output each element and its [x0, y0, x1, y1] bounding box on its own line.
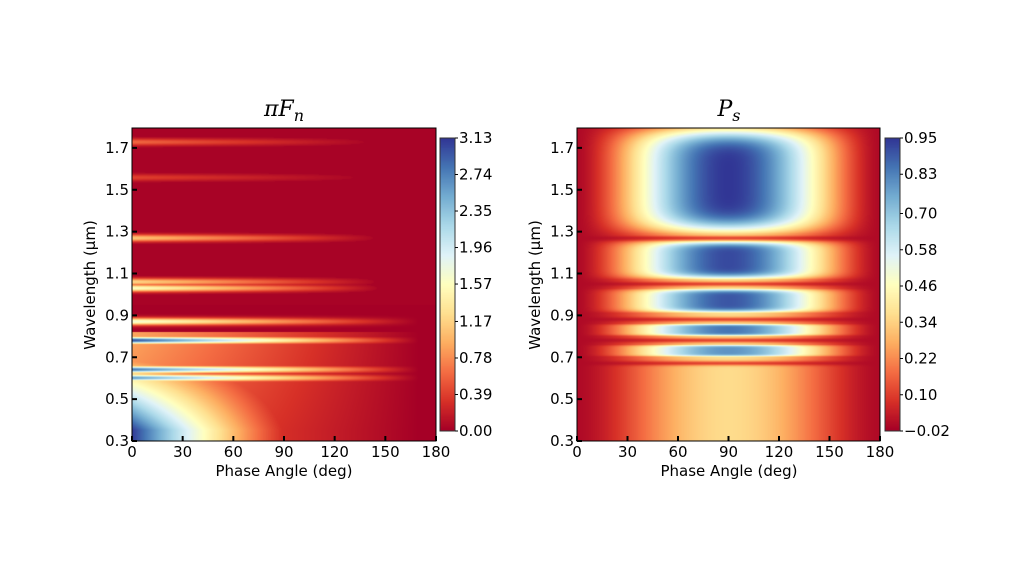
y-tick-label: 1.3: [105, 223, 129, 241]
y-tick-label: 1.1: [550, 265, 574, 283]
colorbar-frame: [439, 137, 456, 432]
x-tick-label: 180: [422, 443, 451, 461]
colorbar-tick-label: 0.78: [459, 349, 492, 367]
x-axis: 0 30 60 90 120 150 180: [572, 436, 894, 461]
x-tick-label: 90: [719, 443, 738, 461]
panel-title: Ps: [716, 97, 740, 125]
x-tick-label: 60: [224, 443, 243, 461]
x-tick-label: 0: [127, 443, 137, 461]
y-tick-label: 0.7: [550, 348, 574, 366]
y-tick-label: 0.3: [550, 432, 574, 450]
x-axis-label: Phase Angle (deg): [661, 462, 798, 480]
colorbar-tick-label: 0.10: [904, 386, 937, 404]
colorbar-frame: [884, 137, 901, 432]
panel-p-s: Ps 0 30 60 90 120 150 180 0.3 0.5 0.7 0.9 1.1 1.3 1.…: [526, 97, 950, 480]
colorbar-axis: −0.02 0.10 0.22 0.34 0.46 0.58 0.70 0.83 0.95: [900, 129, 950, 440]
y-tick-label: 0.7: [105, 348, 129, 366]
y-tick-label: 0.9: [550, 306, 574, 324]
colorbar-tick-label: 0.83: [904, 165, 937, 183]
panel-pi-fn: πFn 0 30 60 90 120 150 180 0.3 0.5 0.7 0.9 1.1 1.3 1…: [81, 97, 492, 480]
x-axis: 0 30 60 90 120 150 180: [127, 436, 450, 461]
x-tick-label: 120: [320, 443, 349, 461]
colorbar-tick-label: 0.95: [904, 129, 937, 147]
y-tick-label: 0.5: [105, 390, 129, 408]
y-axis: 0.3 0.5 0.7 0.9 1.1 1.3 1.5 1.7: [105, 139, 137, 450]
colorbar-tick-label: 2.74: [459, 166, 492, 184]
axes-frame: [576, 127, 881, 442]
colorbar-tick-label: 2.35: [459, 202, 492, 220]
y-tick-label: 0.5: [550, 390, 574, 408]
x-tick-label: 120: [765, 443, 794, 461]
y-axis-label: Wavelength (μm): [81, 220, 99, 350]
colorbar-axis: 0.00 0.39 0.78 1.17 1.57 1.96 2.35 2.74 3.13: [455, 129, 492, 440]
panel-title: πFn: [263, 97, 304, 125]
colorbar-tick-label: 1.96: [459, 239, 492, 257]
x-tick-label: 60: [668, 443, 687, 461]
x-axis-label: Phase Angle (deg): [216, 462, 353, 480]
y-tick-label: 1.5: [105, 181, 129, 199]
colorbar-tick-label: −0.02: [904, 422, 950, 440]
colorbar-tick-label: 3.13: [459, 129, 492, 147]
colorbar-gradient: [885, 138, 900, 431]
axes-frame: [131, 127, 437, 442]
colorbar-gradient: [440, 138, 455, 431]
y-tick-label: 1.7: [550, 139, 574, 157]
colorbar-tick-label: 0.46: [904, 277, 937, 295]
colorbar-tick-label: 1.17: [459, 312, 492, 330]
colorbar-tick-label: 0.34: [904, 313, 937, 331]
x-tick-label: 30: [618, 443, 637, 461]
y-tick-label: 0.3: [105, 432, 129, 450]
colorbar-tick-label: 0.58: [904, 241, 937, 259]
x-tick-label: 0: [572, 443, 582, 461]
x-tick-label: 150: [815, 443, 844, 461]
colorbar-tick-label: 0.70: [904, 205, 937, 223]
colorbar-tick-label: 1.57: [459, 275, 492, 293]
heatmap-image: [577, 128, 880, 441]
y-tick-label: 1.7: [105, 139, 129, 157]
y-tick-label: 0.9: [105, 306, 129, 324]
y-tick-label: 1.5: [550, 181, 574, 199]
x-tick-label: 180: [866, 443, 895, 461]
x-tick-label: 30: [173, 443, 192, 461]
y-axis-label: Wavelength (μm): [526, 220, 544, 350]
x-tick-label: 90: [274, 443, 293, 461]
colorbar-tick-label: 0.00: [459, 422, 492, 440]
colorbar-tick-label: 0.39: [459, 385, 492, 403]
colorbar-tick-label: 0.22: [904, 350, 937, 368]
y-tick-label: 1.1: [105, 265, 129, 283]
y-axis: 0.3 0.5 0.7 0.9 1.1 1.3 1.5 1.7: [550, 139, 582, 450]
x-tick-label: 150: [371, 443, 400, 461]
heatmap-image: [132, 128, 436, 441]
y-tick-label: 1.3: [550, 223, 574, 241]
